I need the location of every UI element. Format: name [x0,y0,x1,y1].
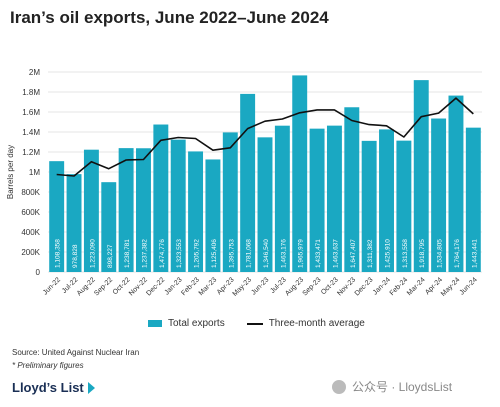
chart-title: Iran’s oil exports, June 2022–June 2024 [10,8,329,27]
bar-mar-24 [413,80,429,272]
bar-jul-22 [66,174,82,272]
bar-value-label: 1,781,068 [246,239,253,268]
bar-value-label: 1,108,358 [55,239,62,268]
bar-value-label: 1,237,382 [141,239,148,268]
y-tick-label: 2M [29,68,40,77]
bar-jun-24 [465,127,481,272]
y-tick-label: 200K [21,248,40,257]
bar-nov-23 [344,107,360,272]
x-tick-label: Sep-23 [302,276,323,297]
x-tick-label: Jun-23 [250,276,270,296]
bar-aug-23 [292,75,308,272]
bar-value-label: 1,205,792 [194,239,201,268]
bar-value-label: 1,311,382 [367,239,374,268]
bar-may-24 [448,95,464,272]
legend-label-total-exports: Total exports [168,318,225,329]
bar-sep-22 [101,182,117,272]
legend-label-three-month-average: Three-month average [268,318,365,329]
bar-feb-23 [188,151,204,272]
y-tick-label: 400K [21,228,40,237]
x-tick-label: Sep-22 [93,276,114,297]
x-tick-label: Jun-24 [459,276,479,296]
bar-jun-23 [257,137,273,272]
brand-arrow-icon [87,381,95,394]
bar-value-label: 1,125,406 [211,239,218,268]
bar-may-23 [240,93,256,273]
bar-value-label: 1,764,176 [454,239,461,268]
x-tick-label: Feb-24 [389,276,410,297]
bar-sep-23 [309,128,325,272]
bar-value-label: 1,323,553 [176,239,183,268]
watermark-text: 公众号 · LloydsList [352,380,453,394]
legend-swatch-line [246,322,263,325]
source-note: Source: United Against Nuclear Iran [12,348,140,357]
bar-apr-23 [222,132,238,272]
bar-value-label: 1,918,795 [419,239,426,268]
bar-mar-23 [205,159,221,272]
bar-value-label: 1,346,540 [263,239,270,268]
bar-value-label: 1,463,637 [332,239,339,268]
x-tick-label: Dec-23 [354,276,375,297]
bar-value-label: 1,443,441 [471,239,478,268]
y-axis-title: Barrels per day [6,145,15,199]
bar-value-label: 1,425,910 [385,239,392,268]
bar-oct-22 [118,148,134,272]
brand-logo: Lloyd’s List [12,380,95,395]
bar-value-label: 1,313,558 [402,239,409,268]
bar-value-label: 1,965,979 [298,239,305,268]
x-tick-label: Jun-22 [42,276,62,296]
bar-jun-22 [49,161,65,272]
bar-value-label: 1,534,805 [437,239,444,268]
bar-value-label: 978,828 [72,244,79,268]
bar-feb-24 [396,140,412,272]
x-tick-label: May-23 [232,276,254,298]
legend-item-three-month-average: Three-month average [246,318,365,329]
bar-dec-23 [361,140,377,272]
bar-jan-24 [379,129,394,272]
x-tick-label: Mar-23 [198,276,219,297]
bar-apr-24 [431,118,447,272]
footnote: * Preliminary figures [12,361,84,370]
y-tick-label: 1M [29,168,40,177]
bar-value-label: 1,433,471 [315,239,322,268]
watermark: 公众号 · LloydsList [332,378,452,395]
chart-legend: Total exports Three-month average [148,318,387,329]
y-tick-label: 600K [21,208,40,217]
y-tick-label: 1.4M [22,128,40,137]
bar-value-label: 1,395,753 [228,239,235,268]
bar-nov-22 [136,148,151,272]
x-tick-label: Mar-24 [406,276,427,297]
bar-jul-23 [274,125,290,272]
legend-swatch-bar [148,320,162,327]
bar-value-label: 1,463,176 [280,239,287,268]
y-tick-label: 1.2M [22,148,40,157]
y-tick-label: 0 [36,268,41,277]
bar-value-label: 1,474,776 [159,239,166,268]
y-tick-label: 1.6M [22,108,40,117]
x-tick-label: May-24 [440,276,462,298]
bar-oct-23 [326,125,342,273]
bar-dec-22 [153,124,169,272]
x-tick-label: Feb-23 [180,276,201,297]
bar-value-label: 898,227 [107,244,114,268]
x-tick-label: Dec-22 [145,276,166,297]
bar-jan-23 [170,139,186,272]
bar-value-label: 1,223,090 [89,239,96,268]
bar-value-label: 1,647,407 [350,239,357,268]
y-tick-label: 800K [21,188,40,197]
y-tick-label: 1.8M [22,88,40,97]
legend-item-total-exports: Total exports [148,318,225,329]
brand-name: Lloyd’s List [12,380,84,395]
bar-aug-22 [83,149,99,272]
bar-value-label: 1,238,781 [124,239,131,268]
wechat-icon [332,379,346,394]
